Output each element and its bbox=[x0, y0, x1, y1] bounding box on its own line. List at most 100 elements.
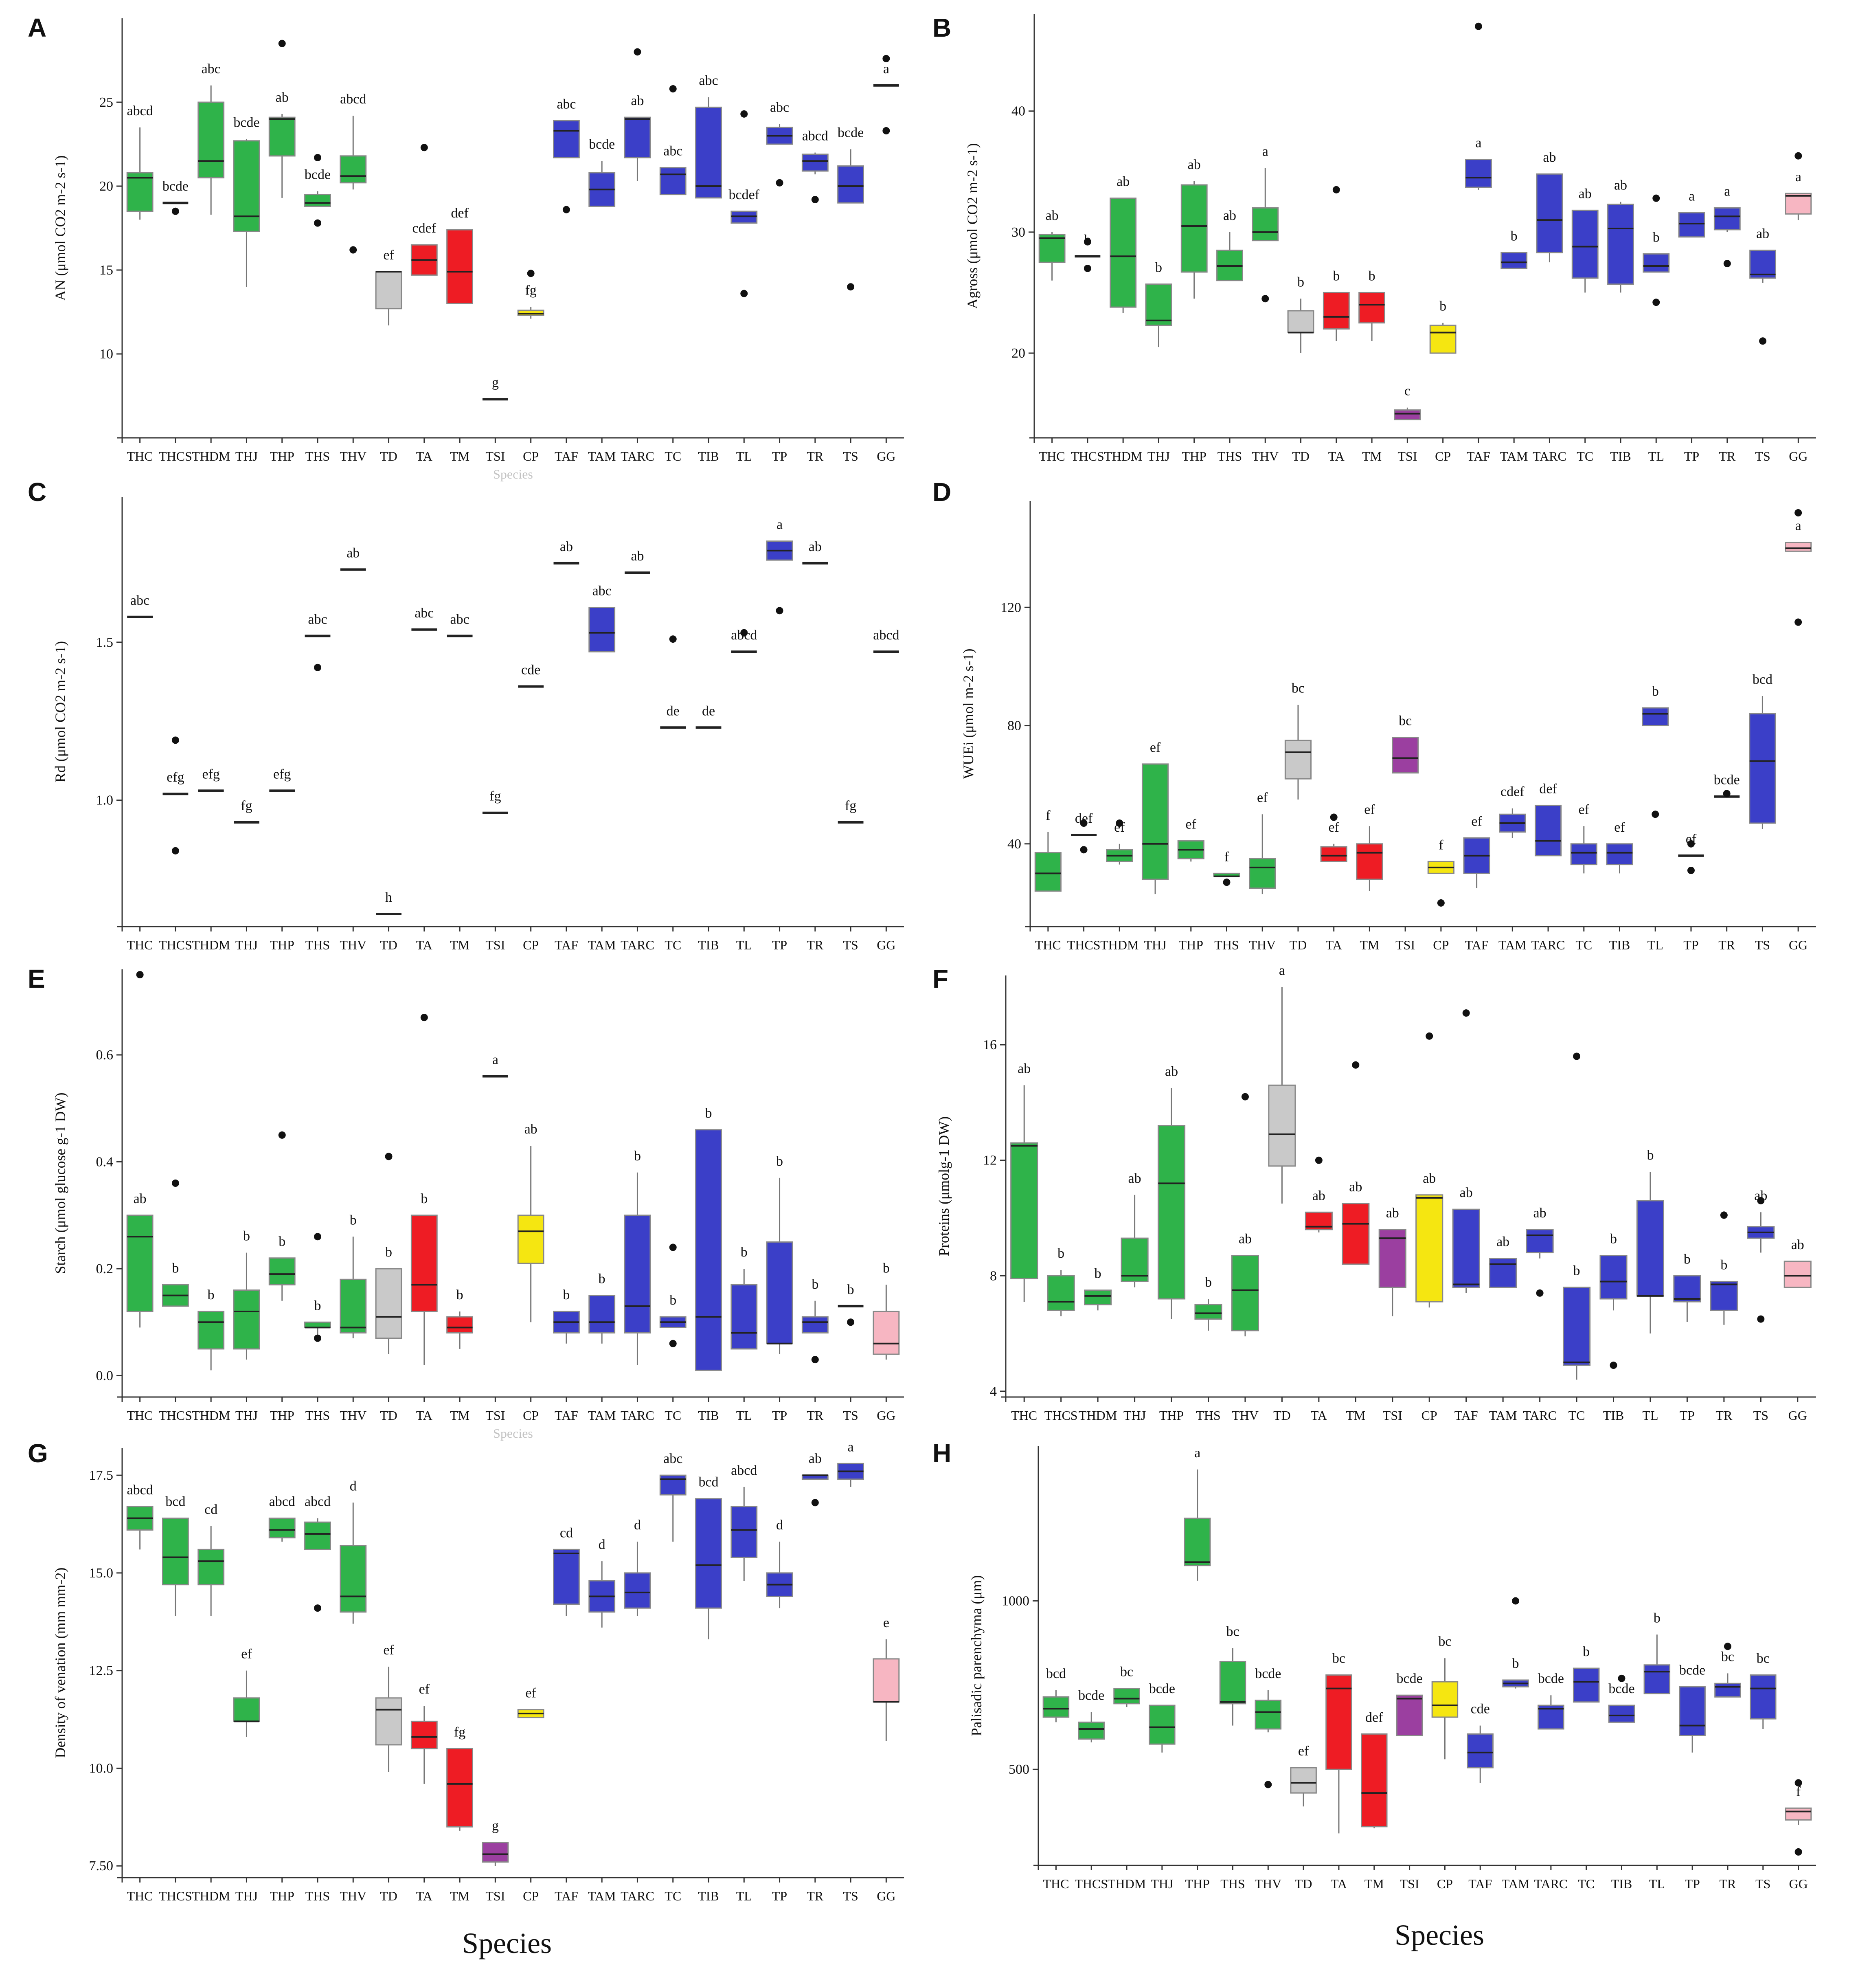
group-letter: ab bbox=[1533, 1206, 1547, 1221]
panel-h: H 500 1000 Palisadic parenchyma (μm) THC bcd T… bbox=[932, 1439, 1816, 1891]
outlier-point bbox=[811, 1356, 819, 1364]
group-letter: b bbox=[172, 1261, 179, 1276]
category-label: TC bbox=[1568, 1408, 1585, 1423]
y-axis-label: Rd (μmol CO2 m-2 s-1) bbox=[52, 641, 68, 782]
box bbox=[304, 1521, 331, 1550]
category-label: TP bbox=[772, 1889, 787, 1903]
category-label: THC bbox=[1011, 1408, 1037, 1423]
box bbox=[1284, 740, 1312, 780]
outlier-point bbox=[1794, 1848, 1802, 1856]
group-letter: a bbox=[1279, 963, 1285, 978]
box bbox=[410, 1215, 438, 1312]
box bbox=[126, 1215, 154, 1312]
group-letter: b bbox=[776, 1154, 783, 1169]
box bbox=[1078, 1721, 1105, 1740]
category-label: TARC bbox=[1533, 449, 1566, 464]
box bbox=[126, 172, 154, 212]
box bbox=[1489, 1258, 1517, 1288]
outlier-point bbox=[1759, 337, 1767, 345]
y-tick-label: 0.0 bbox=[96, 1369, 114, 1384]
box bbox=[695, 106, 722, 199]
outlier-point bbox=[136, 971, 144, 979]
group-letter: b bbox=[1439, 299, 1446, 314]
box bbox=[1573, 1667, 1600, 1703]
category-label: TIB bbox=[1603, 1408, 1624, 1423]
outlier-point bbox=[776, 607, 783, 615]
group-letter: abcd bbox=[802, 129, 828, 144]
y-axis-label: Proteins (μmolg-1 DW) bbox=[936, 1116, 952, 1256]
x-axis-title-right: Species bbox=[1395, 1919, 1484, 1951]
group-letter: b bbox=[1583, 1644, 1590, 1659]
group-letter: b bbox=[812, 1277, 818, 1292]
group-letter: h bbox=[385, 890, 392, 905]
group-letter: bcde bbox=[1538, 1671, 1564, 1686]
category-label: TS bbox=[843, 449, 858, 464]
category-label: TR bbox=[807, 449, 824, 464]
outlier-point bbox=[314, 219, 321, 227]
category-label: TS bbox=[1755, 1876, 1770, 1891]
group-letter: ab bbox=[524, 1122, 537, 1137]
box bbox=[1113, 1688, 1140, 1705]
category-label: TARC bbox=[1534, 1876, 1568, 1891]
category-label: TIB bbox=[1610, 449, 1631, 464]
category-label: TP bbox=[772, 1408, 787, 1423]
group-letter: b bbox=[1647, 1148, 1654, 1163]
group-letter: bcde bbox=[1078, 1688, 1104, 1703]
group-letter: a bbox=[848, 1439, 854, 1454]
outlier-point bbox=[314, 1604, 321, 1612]
box bbox=[1356, 843, 1383, 880]
panel-label: G bbox=[28, 1439, 48, 1468]
group-letter: abc bbox=[592, 584, 612, 599]
x-axis-note: Species bbox=[493, 1426, 533, 1441]
category-label: TIB bbox=[1611, 1876, 1632, 1891]
outlier-point bbox=[1315, 1156, 1323, 1164]
box bbox=[1378, 1229, 1406, 1288]
outlier-point bbox=[1462, 1009, 1470, 1017]
box bbox=[410, 1720, 438, 1750]
group-letter: abc bbox=[202, 62, 221, 77]
category-label: TA bbox=[1331, 1876, 1347, 1891]
y-tick-label: 16 bbox=[983, 1037, 997, 1052]
box bbox=[1643, 1664, 1671, 1694]
category-label: TARC bbox=[1531, 938, 1565, 952]
category-label: TS bbox=[843, 938, 858, 952]
category-label: TM bbox=[1364, 1876, 1384, 1891]
group-letter: ab bbox=[1165, 1064, 1178, 1079]
group-letter: abc bbox=[557, 97, 576, 112]
category-label: GG bbox=[1789, 938, 1808, 952]
box bbox=[1358, 292, 1386, 324]
box bbox=[1608, 1705, 1635, 1723]
category-label: TAM bbox=[1502, 1876, 1530, 1891]
panel-a: A 10 15 20 25 AN (μmol CO2 m-2 s-1) THC abcd THC… bbox=[28, 13, 904, 481]
box bbox=[1750, 1674, 1777, 1720]
category-label: THS bbox=[1220, 1876, 1245, 1891]
outlier-point bbox=[740, 629, 748, 637]
box bbox=[1749, 713, 1776, 824]
group-letter: bcde bbox=[838, 125, 864, 140]
outlier-point bbox=[1652, 194, 1660, 202]
category-label: TM bbox=[1362, 449, 1382, 464]
panel-label: E bbox=[28, 964, 45, 993]
y-axis-label: Agross (μmol CO2 m-2 s-1) bbox=[964, 143, 981, 309]
group-letter: ef bbox=[1114, 820, 1125, 835]
category-label: THV bbox=[340, 449, 366, 464]
group-letter: ef bbox=[1328, 820, 1339, 835]
group-letter: fg bbox=[454, 1725, 465, 1740]
outlier-point bbox=[1426, 1032, 1433, 1040]
group-letter: ab bbox=[1791, 1237, 1804, 1252]
category-label: TP bbox=[1680, 1408, 1695, 1423]
outlier-point bbox=[314, 1334, 321, 1342]
category-label: TL bbox=[1649, 1876, 1665, 1891]
y-tick-label: 10.0 bbox=[89, 1761, 114, 1776]
group-letter: de bbox=[667, 703, 680, 718]
category-label: TSI bbox=[485, 1889, 505, 1903]
box bbox=[1149, 1705, 1176, 1745]
outlier-point bbox=[1116, 819, 1123, 827]
box bbox=[268, 1257, 296, 1285]
box bbox=[1642, 707, 1669, 727]
box bbox=[1785, 193, 1812, 215]
group-letter: cd bbox=[560, 1525, 573, 1540]
box bbox=[1606, 843, 1633, 865]
category-label: THP bbox=[270, 938, 294, 952]
